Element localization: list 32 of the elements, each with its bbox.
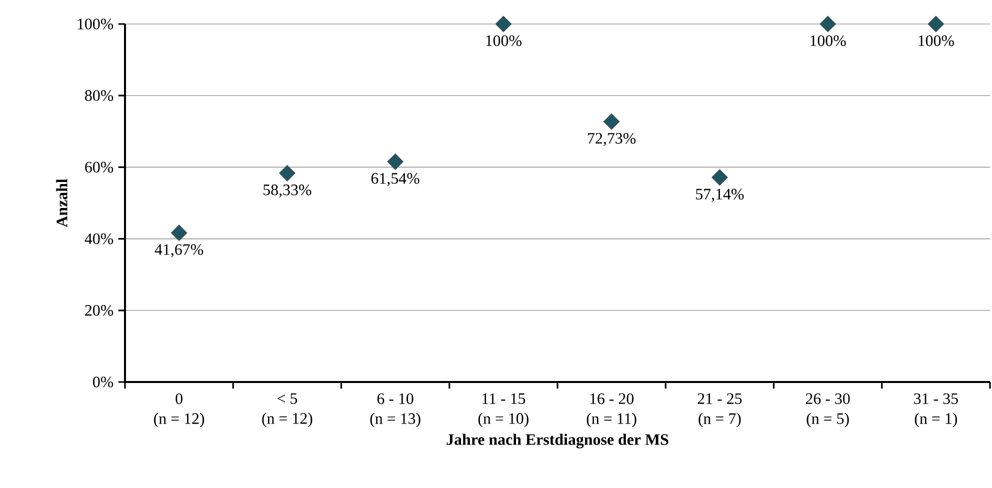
point — [603, 113, 620, 130]
point — [820, 16, 836, 32]
y-tick-label: 60% — [85, 162, 114, 173]
point — [495, 16, 512, 32]
point — [279, 165, 296, 182]
data-label: 58,33% — [264, 184, 312, 198]
y-tick-label: 40% — [84, 233, 114, 244]
y-tick-label: 20% — [85, 304, 114, 316]
y-axis-title: Anzahl — [56, 178, 68, 228]
x-tick-label: 16 - 20 (n = 11) — [586, 393, 636, 428]
data-label: 100% — [918, 35, 954, 46]
point — [928, 16, 944, 32]
y-tick-label: 80% — [85, 90, 114, 101]
data-label: 61,54% — [371, 173, 420, 186]
x-tick-label: 0 (n = 12) — [154, 393, 204, 428]
y-tick-label: 100% — [78, 18, 114, 30]
x-tick-label: < 5 (n = 12) — [262, 393, 312, 428]
y-tick-label: 0% — [93, 376, 114, 388]
x-tick-label: 11 - 15 (n = 10) — [478, 393, 528, 428]
point — [712, 169, 728, 186]
x-tick-label: 26 - 30 (n = 5) — [806, 393, 850, 428]
data-label: 100% — [810, 35, 846, 46]
data-label: 100% — [486, 35, 522, 46]
point — [170, 224, 188, 241]
data-label: 72,73% — [588, 132, 636, 146]
x-tick-label: 6 - 10 (n = 13) — [370, 393, 420, 428]
x-tick-label: 21 - 25 (n = 7) — [698, 393, 742, 428]
data-label: 41,67% — [154, 244, 204, 258]
point — [387, 154, 404, 170]
data-label: 57,14% — [696, 188, 744, 202]
x-tick-label: 31 - 35 (n = 1) — [914, 393, 958, 428]
x-axis-title: Jahre nach Erstdiagnose der MS — [446, 434, 668, 448]
